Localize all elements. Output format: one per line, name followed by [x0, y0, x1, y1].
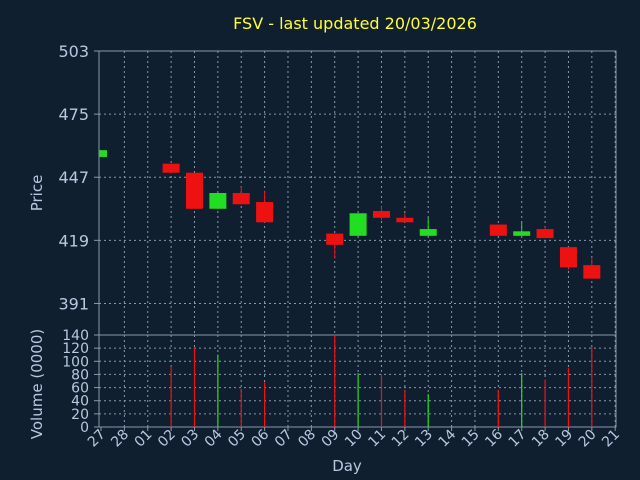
x-tick-label: 01 — [132, 427, 156, 451]
price-tick-label: 391 — [58, 294, 89, 313]
x-tick-label: 13 — [412, 427, 436, 451]
candle-body — [256, 202, 274, 223]
volume-tick-label: 80 — [71, 367, 89, 383]
volume-tick-label: 0 — [80, 420, 89, 436]
candle-body — [396, 217, 414, 223]
candle-body — [536, 229, 554, 239]
x-tick-label: 07 — [272, 427, 296, 451]
x-tick-label: 02 — [155, 427, 179, 451]
volume-tick-label: 100 — [62, 354, 89, 370]
volume-tick-label: 140 — [62, 328, 89, 344]
x-tick-label: 19 — [552, 427, 576, 451]
candle-body — [162, 163, 180, 173]
candle-body — [326, 233, 344, 245]
x-axis-title: Day — [332, 457, 362, 475]
candle-body — [583, 265, 601, 279]
x-tick-label: 17 — [506, 427, 530, 451]
x-tick-label: 12 — [389, 427, 413, 451]
x-tick-label: 28 — [108, 427, 132, 451]
x-tick-label: 09 — [319, 427, 343, 451]
candle-body — [559, 247, 577, 268]
candle-body — [372, 211, 390, 218]
candle-body — [209, 193, 227, 209]
volume-tick-label: 20 — [71, 407, 89, 423]
price-tick-label: 419 — [58, 231, 89, 250]
candle-body — [185, 172, 203, 209]
candle-body — [99, 150, 107, 157]
x-tick-label: 18 — [529, 427, 553, 451]
x-tick-label: 15 — [459, 427, 483, 451]
chart-title: FSV - last updated 20/03/2026 — [233, 14, 477, 33]
price-tick-label: 475 — [58, 105, 89, 124]
x-tick-label: 14 — [435, 426, 459, 450]
candle-body — [489, 224, 507, 236]
x-tick-label: 08 — [295, 427, 319, 451]
price-tick-label: 503 — [58, 42, 89, 61]
x-tick-label: 06 — [249, 426, 273, 450]
volume-axis-title: Volume (0000) — [28, 329, 46, 439]
price-tick-label: 447 — [58, 168, 89, 187]
x-tick-label: 16 — [482, 426, 506, 450]
x-tick-label: 10 — [342, 427, 366, 451]
x-tick-label: 21 — [599, 427, 623, 451]
candle-body — [349, 213, 367, 236]
candle-body — [419, 229, 437, 236]
x-tick-label: 03 — [178, 427, 202, 451]
volume-tick-label: 120 — [62, 341, 89, 357]
candle-body — [513, 231, 531, 236]
volume-tick-label: 60 — [71, 381, 89, 397]
x-tick-label: 20 — [576, 427, 600, 451]
x-tick-label: 11 — [365, 427, 389, 451]
price-axis-title: Price — [28, 175, 46, 212]
x-tick-label: 05 — [225, 427, 249, 451]
price-panel-frame — [98, 50, 617, 336]
x-tick-label: 04 — [202, 426, 226, 450]
candle-body — [232, 193, 250, 205]
volume-tick-label: 40 — [71, 394, 89, 410]
